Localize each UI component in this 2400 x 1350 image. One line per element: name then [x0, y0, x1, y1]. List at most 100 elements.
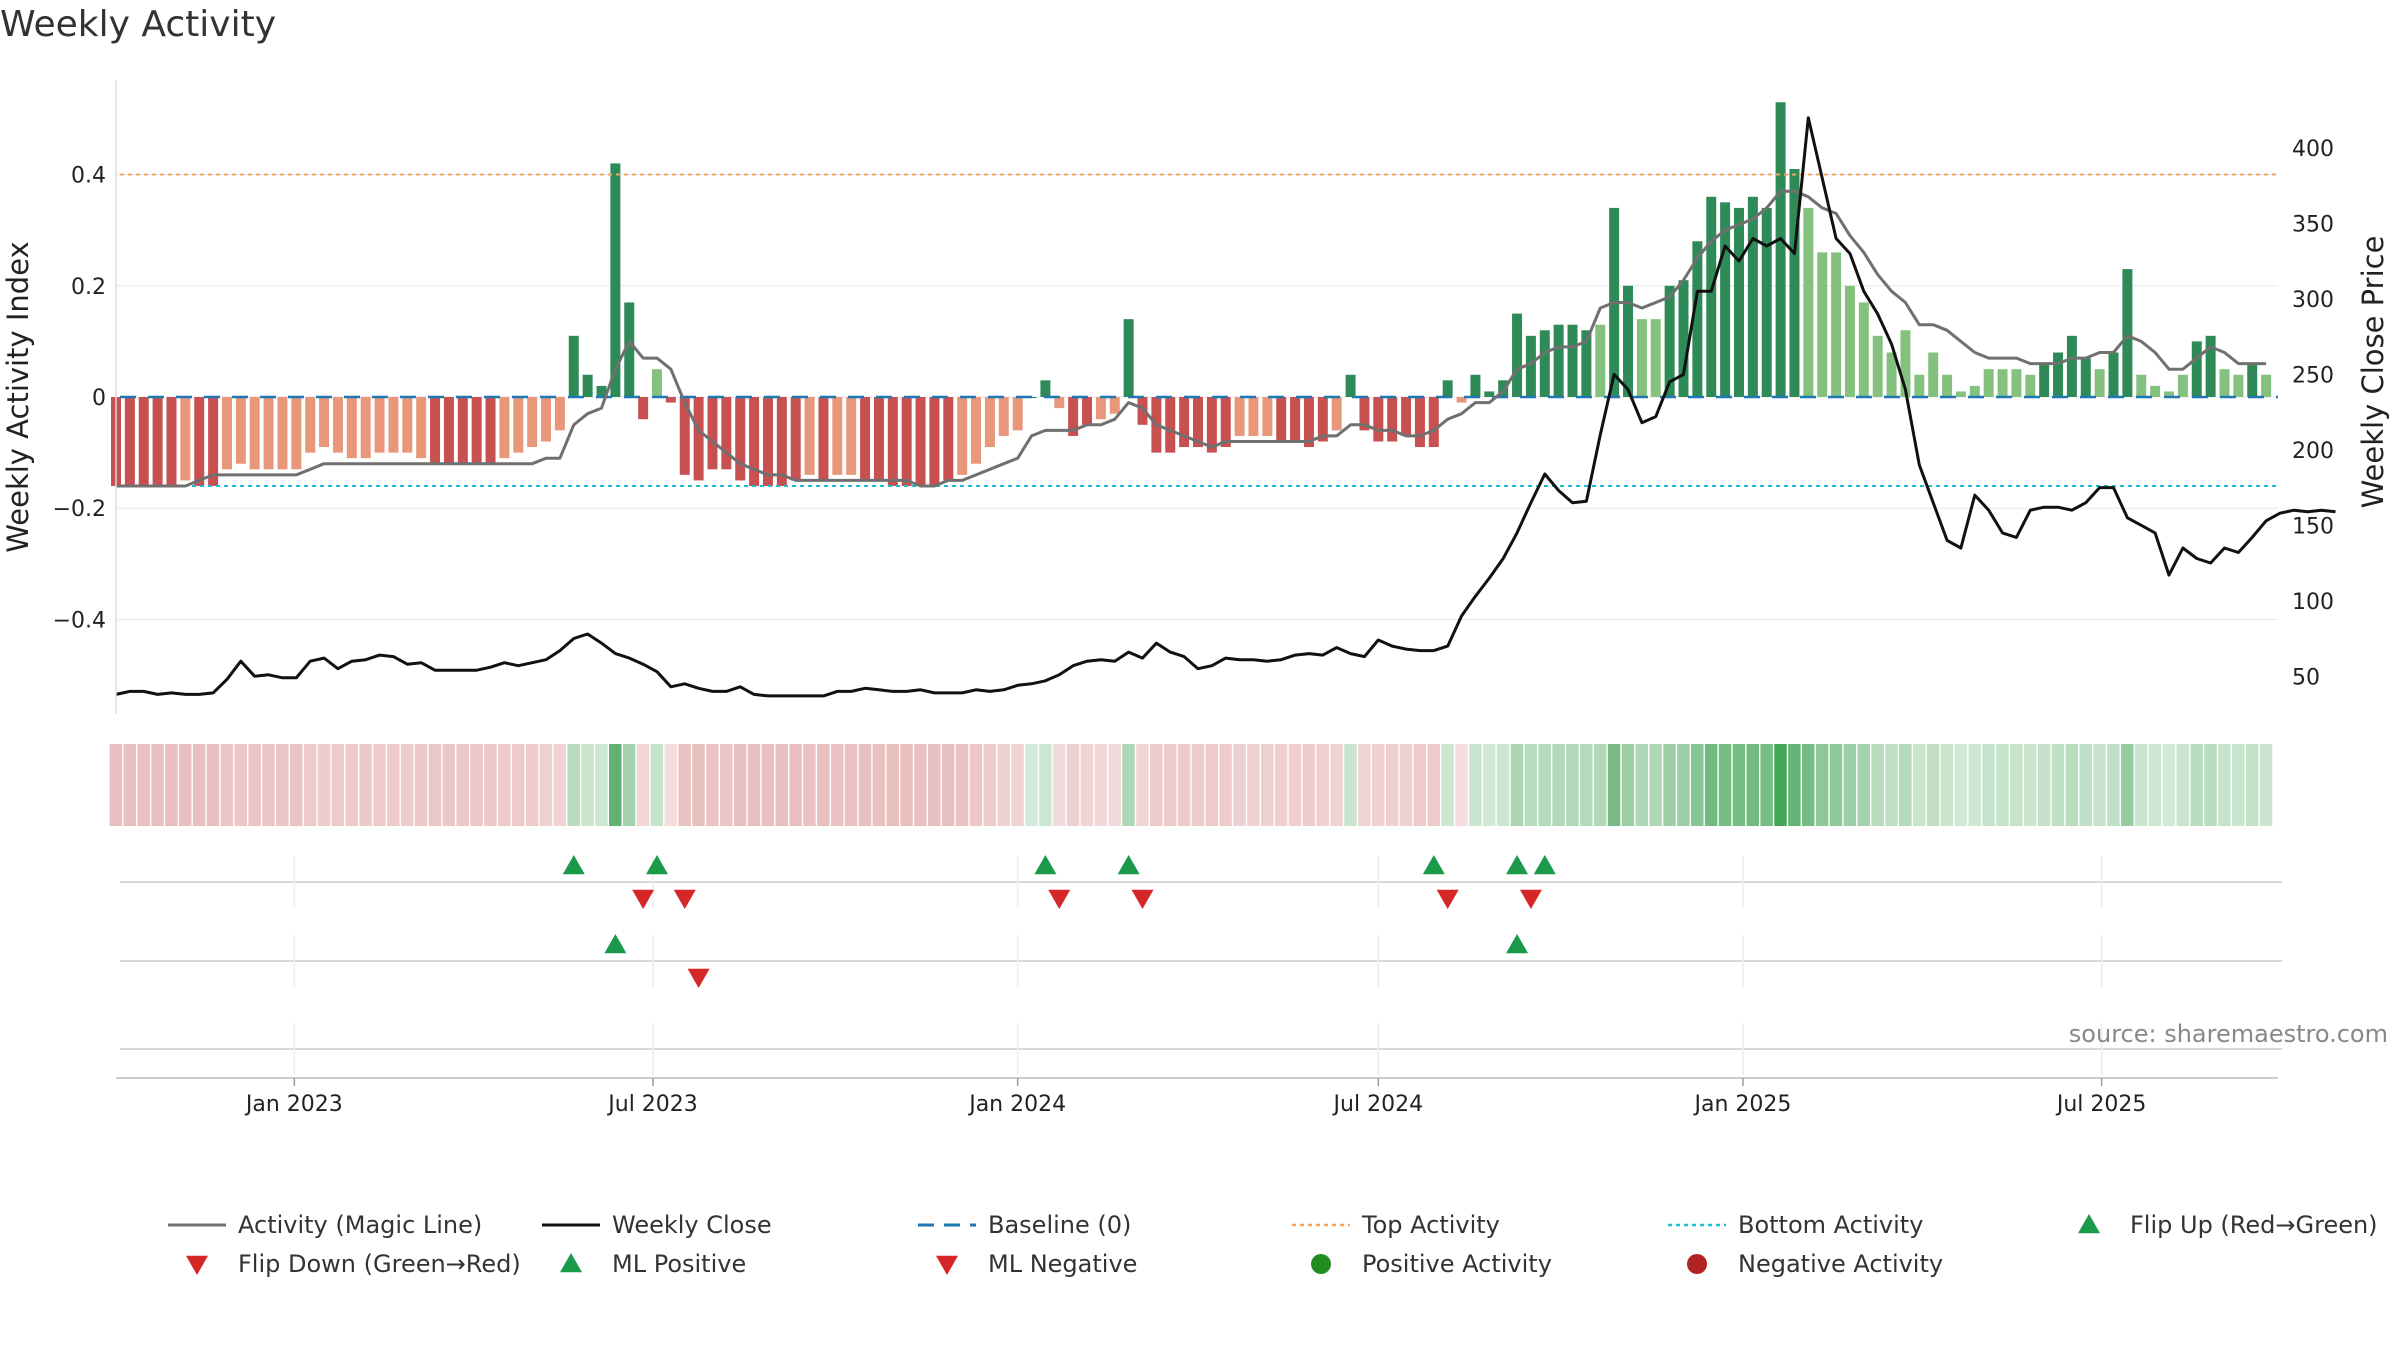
activity-bar	[346, 397, 357, 459]
activity-bar	[901, 397, 912, 486]
heat-cell	[830, 744, 844, 826]
activity-bar	[1123, 319, 1134, 397]
activity-bar	[1553, 324, 1564, 397]
heat-cell	[1663, 744, 1676, 826]
heat-cell	[400, 744, 414, 826]
source-label: source: sharemaestro.com	[2069, 1020, 2388, 1048]
activity-bar	[1345, 374, 1356, 397]
heat-cell	[872, 744, 886, 826]
heat-cell	[1025, 744, 1038, 826]
heat-cell	[1912, 744, 1926, 826]
heat-cell	[1566, 744, 1579, 826]
x-tick-label: Jan 2023	[244, 1092, 343, 1117]
legend-label: Activity (Magic Line)	[238, 1211, 482, 1239]
legend-item: Flip Up (Red→Green)	[2078, 1211, 2378, 1239]
activity-bar	[790, 397, 801, 481]
legend-swatch	[936, 1255, 958, 1275]
heat-cell	[1399, 744, 1413, 826]
heat-cell	[1150, 744, 1163, 826]
heat-cell	[2037, 744, 2051, 826]
activity-bar	[513, 397, 524, 453]
activity-bar	[818, 397, 829, 481]
activity-bar	[554, 397, 565, 431]
y-tick-label: −0.4	[53, 608, 106, 633]
heat-cell	[1469, 744, 1482, 826]
heat-cell	[1760, 744, 1773, 826]
activity-bar	[2094, 369, 2105, 397]
legend-label: Flip Up (Red→Green)	[2130, 1211, 2378, 1239]
heat-cell	[179, 744, 192, 826]
legend-item: Bottom Activity	[1668, 1211, 1923, 1239]
heat-cell	[720, 744, 733, 826]
heat-cell	[317, 744, 331, 826]
heat-cell	[1552, 744, 1565, 826]
activity-bar	[2066, 335, 2077, 397]
heat-cell	[1441, 744, 1454, 826]
flip-down-marker	[1131, 889, 1154, 909]
magic-line	[116, 189, 2267, 488]
heat-cell	[1885, 744, 1898, 826]
activity-bar	[1192, 397, 1203, 448]
flip-up-marker	[1506, 855, 1529, 875]
axes: 0.4 0.2 0 −0.2 −0.4 400 350 300 250 200 150 100 50 We…	[1, 80, 2390, 714]
activity-bar	[277, 397, 288, 470]
heat-cell	[456, 744, 469, 826]
heat-cell	[1413, 744, 1427, 826]
heat-cell	[941, 744, 955, 826]
legend-item: Negative Activity	[1687, 1250, 1943, 1278]
activity-bar	[1387, 397, 1398, 442]
heat-cell	[1691, 744, 1704, 826]
heat-cell	[1899, 744, 1912, 826]
heat-cell	[900, 744, 913, 826]
ml-negative-marker	[687, 968, 710, 988]
heat-cell	[1635, 744, 1649, 826]
heat-cell	[622, 744, 636, 826]
activity-bar	[291, 397, 302, 470]
heat-cell	[1954, 744, 1968, 826]
activity-bar	[2122, 269, 2133, 397]
activity-bars	[111, 102, 2272, 486]
heat-cell	[1510, 744, 1524, 826]
heat-cell	[1746, 744, 1759, 826]
heat-cell	[165, 744, 178, 826]
heat-cell	[276, 744, 289, 826]
heat-cell	[1732, 744, 1746, 826]
y-tick-label: −0.2	[53, 497, 106, 522]
activity-bar	[1012, 397, 1023, 431]
activity-bar	[319, 397, 330, 448]
activity-bar	[527, 397, 538, 448]
legend-item: Weekly Close	[542, 1211, 772, 1239]
activity-bar	[235, 397, 246, 464]
activity-bar	[721, 397, 732, 470]
activity-bar	[1747, 196, 1758, 397]
heat-cell	[387, 744, 400, 826]
activity-bar	[1137, 397, 1148, 425]
heat-cell	[1968, 744, 1981, 826]
activity-bar	[2011, 369, 2022, 397]
heat-cell	[1344, 744, 1357, 826]
activity-bar	[1331, 397, 1342, 431]
heat-cell	[1496, 744, 1510, 826]
heat-cell	[1982, 744, 1995, 826]
flip-up-marker	[1422, 855, 1445, 875]
heat-cell	[747, 744, 761, 826]
legend-label: ML Negative	[988, 1250, 1137, 1278]
activity-bar	[1262, 397, 1273, 436]
flip-down-marker	[673, 889, 696, 909]
heat-cell	[609, 744, 622, 826]
activity-bar	[1844, 285, 1855, 397]
activity-bar	[1442, 380, 1453, 397]
flip-up-marker	[1117, 855, 1140, 875]
heat-cell	[1815, 744, 1829, 826]
activity-bar	[984, 397, 995, 448]
activity-bar	[1955, 391, 1966, 397]
activity-bar	[568, 335, 579, 397]
activity-bar	[180, 397, 191, 481]
heat-cell	[2176, 744, 2190, 826]
heat-cell	[1316, 744, 1329, 826]
heat-cell	[1163, 744, 1177, 826]
heat-cell	[220, 744, 234, 826]
activity-bar	[443, 397, 454, 464]
activity-bar	[679, 397, 690, 475]
heat-cell	[1233, 744, 1246, 826]
